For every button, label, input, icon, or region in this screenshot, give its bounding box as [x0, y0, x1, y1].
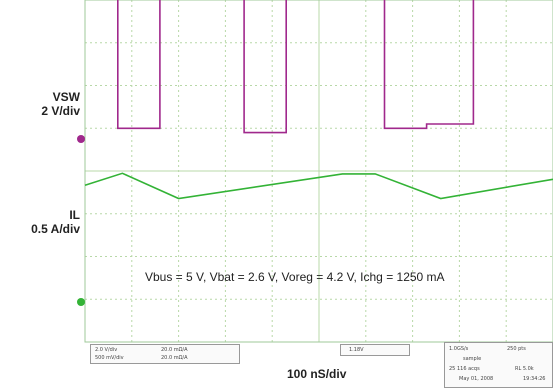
ch1-label: VSW 2 V/div [10, 90, 80, 118]
date-readout: May 01, 2008 [459, 376, 494, 382]
ch1-scale: 2 V/div [41, 104, 80, 118]
acq-mode: sample [463, 356, 482, 362]
il-trace [84, 172, 553, 200]
test-conditions: Vbus = 5 V, Vbat = 2.6 V, Voreg = 4.2 V,… [145, 270, 445, 284]
timebase-label: 100 nS/div [287, 367, 347, 381]
ch2-name: IL [69, 208, 80, 222]
time-readout: 19:34:26 [523, 376, 546, 382]
traces [84, 0, 553, 200]
sample-rate: 1.0GS/s [449, 346, 469, 352]
record-length: 250 pts [507, 346, 526, 352]
ch2-bw-readout: 20.0 mΩ/A [161, 355, 188, 361]
ch2-label: IL 0.5 A/div [5, 208, 80, 236]
ch2-scale: 0.5 A/div [31, 222, 80, 236]
ch2-ground-marker [77, 298, 85, 306]
trigger-level: 1.18V [349, 347, 364, 353]
acq-count: 25 116 acqs [449, 366, 480, 372]
ch1-bw-readout: 20.0 mΩ/A [161, 347, 188, 353]
acquisition-readout: 1.0GS/s 250 pts sample 25 116 acqs RL 5.… [444, 342, 553, 388]
trigger-readout: 1.18V [340, 344, 410, 356]
vsw-trace [117, 0, 475, 134]
ch2-readout: 500 mV/div [95, 355, 124, 361]
rl-readout: RL 5.0k [515, 366, 534, 372]
ch1-readout: 2.0 V/div [95, 347, 118, 353]
graticule [84, 0, 553, 343]
channel-readout: 2.0 V/div 20.0 mΩ/A 500 mV/div 20.0 mΩ/A [90, 344, 240, 364]
ch1-name: VSW [52, 90, 80, 104]
channel-markers [77, 135, 85, 306]
plot-frame [84, 0, 553, 343]
ch1-ground-marker [77, 135, 85, 143]
